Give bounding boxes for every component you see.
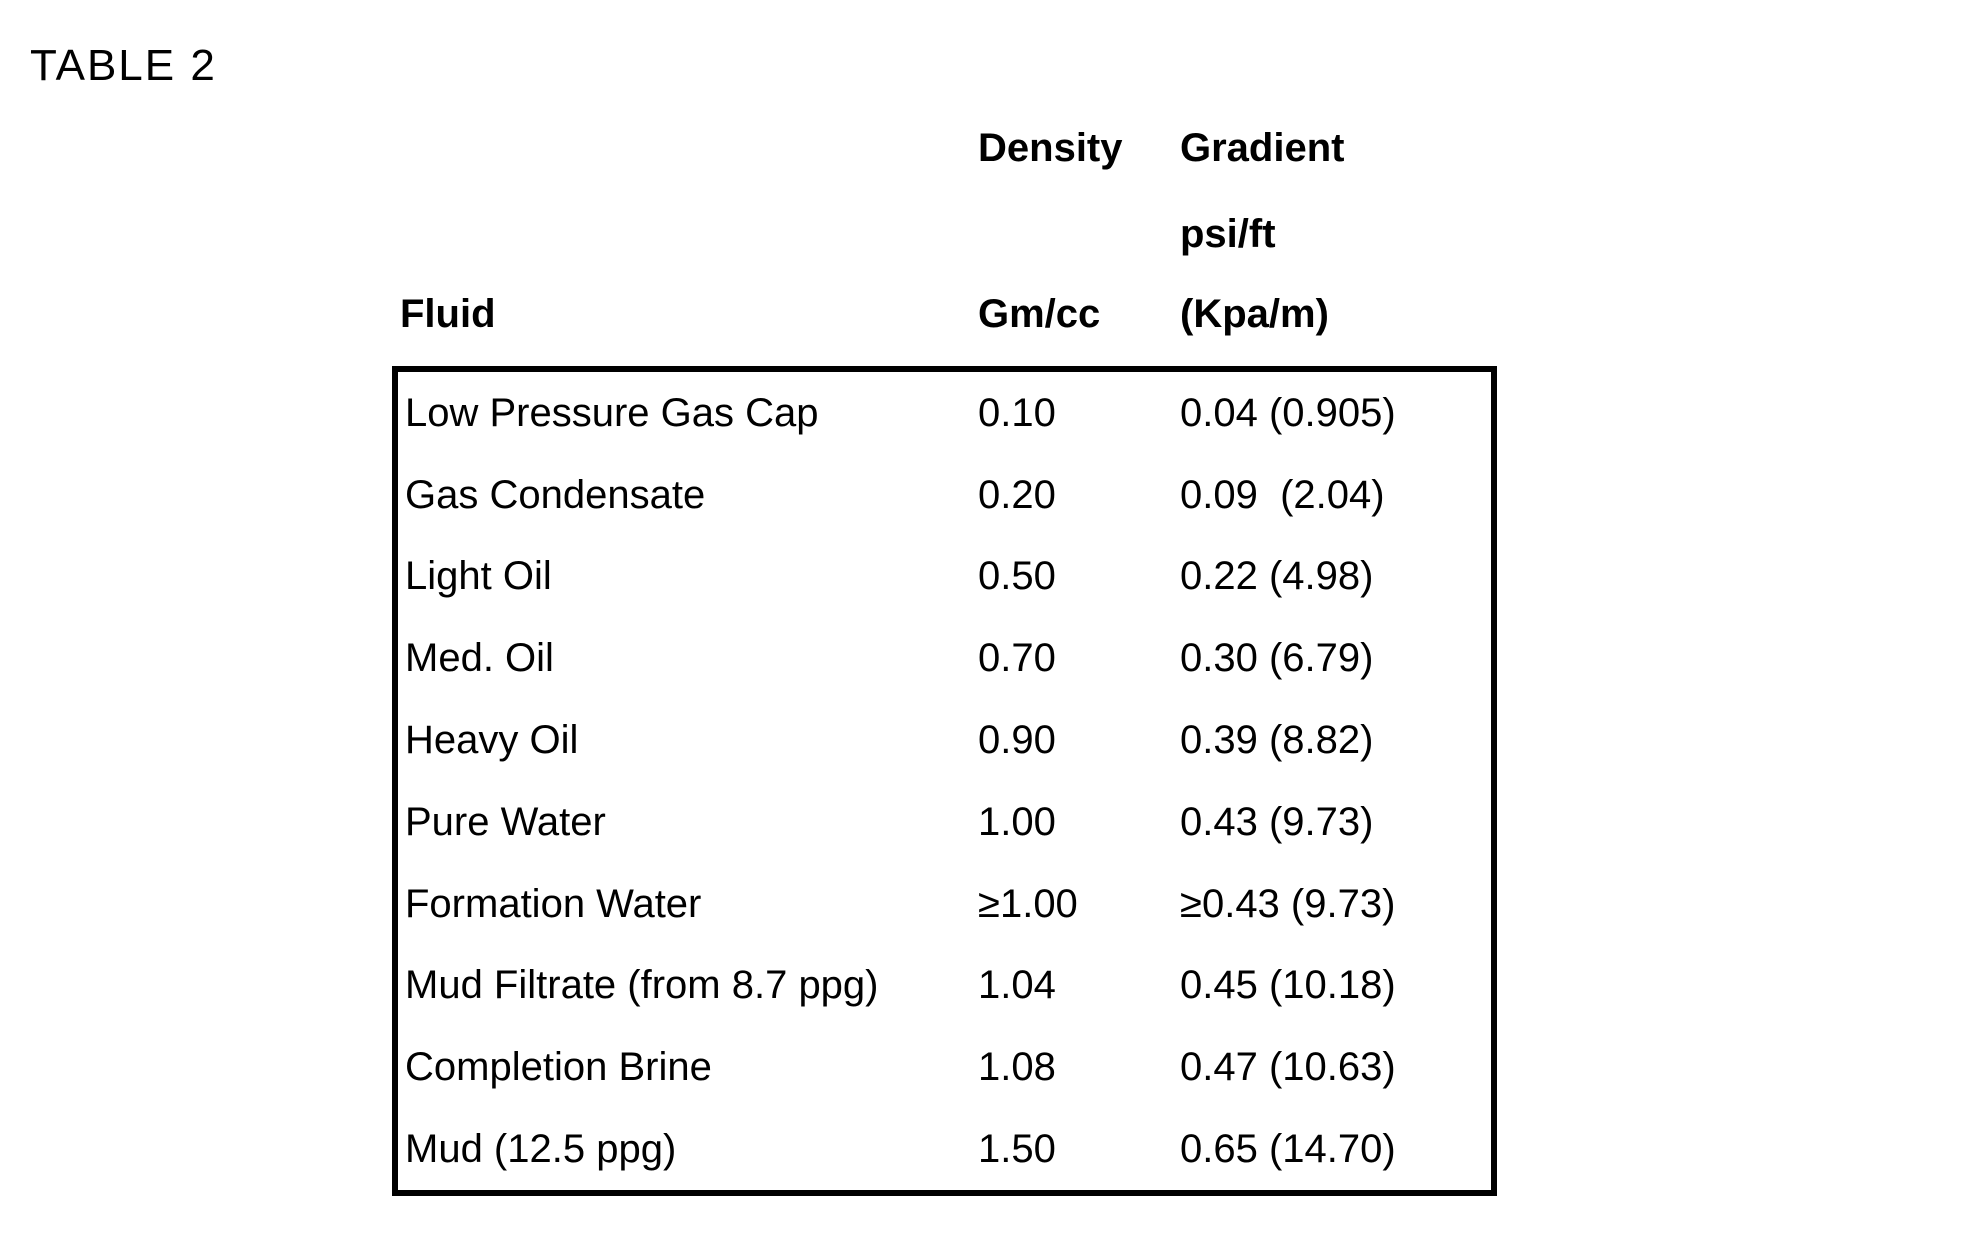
gradient-value-cell: ≥0.43 (9.73): [1180, 881, 1396, 926]
fluid-name-cell: Completion Brine: [405, 1045, 712, 1090]
fluid-name-cell: Mud Filtrate (from 8.7 ppg): [405, 963, 879, 1008]
table-row: Med. Oil 0.70 0.30 (6.79): [398, 617, 1491, 699]
table-row: Pure Water 1.00 0.43 (9.73): [398, 781, 1491, 863]
fluid-gradient-table: Low Pressure Gas Cap 0.10 0.04 (0.905) G…: [392, 366, 1497, 1196]
table-row: Light Oil 0.50 0.22 (4.98): [398, 536, 1491, 618]
gradient-value-cell: 0.65 (14.70): [1180, 1127, 1396, 1172]
fluid-name-cell: Pure Water: [405, 799, 606, 844]
table-title: TABLE 2: [30, 41, 217, 90]
column-header-density: Density: [978, 126, 1123, 170]
density-value-cell: 1.00: [978, 799, 1056, 844]
fluid-name-cell: Light Oil: [405, 554, 552, 599]
fluid-name-cell: Mud (12.5 ppg): [405, 1127, 677, 1172]
gradient-value-cell: 0.45 (10.18): [1180, 963, 1396, 1008]
column-header-gradient: Gradient: [1180, 126, 1345, 170]
table-row: Mud (12.5 ppg) 1.50 0.65 (14.70): [398, 1108, 1491, 1190]
density-value-cell: 1.50: [978, 1127, 1056, 1172]
column-header-fluid: Fluid: [400, 292, 496, 336]
density-value-cell: 1.04: [978, 963, 1056, 1008]
fluid-name-cell: Heavy Oil: [405, 718, 579, 763]
fluid-name-cell: Med. Oil: [405, 636, 554, 681]
density-value-cell: 0.20: [978, 472, 1056, 517]
gradient-value-cell: 0.22 (4.98): [1180, 554, 1374, 599]
density-value-cell: ≥1.00: [978, 881, 1078, 926]
column-header-gradient-unit-kpam: (Kpa/m): [1180, 292, 1329, 336]
fluid-name-cell: Formation Water: [405, 881, 702, 926]
gradient-value-cell: 0.04 (0.905): [1180, 390, 1396, 435]
gradient-value-cell: 0.39 (8.82): [1180, 718, 1374, 763]
density-value-cell: 0.90: [978, 718, 1056, 763]
gradient-value-cell: 0.30 (6.79): [1180, 636, 1374, 681]
gradient-value-cell: 0.09 (2.04): [1180, 472, 1385, 517]
density-value-cell: 0.70: [978, 636, 1056, 681]
gradient-value-cell: 0.43 (9.73): [1180, 799, 1374, 844]
table-row: Completion Brine 1.08 0.47 (10.63): [398, 1026, 1491, 1108]
table-row: Mud Filtrate (from 8.7 ppg) 1.04 0.45 (1…: [398, 945, 1491, 1027]
fluid-name-cell: Low Pressure Gas Cap: [405, 390, 819, 435]
column-header-gradient-unit-psift: psi/ft: [1180, 212, 1276, 256]
table-row: Heavy Oil 0.90 0.39 (8.82): [398, 699, 1491, 781]
gradient-value-cell: 0.47 (10.63): [1180, 1045, 1396, 1090]
density-value-cell: 0.10: [978, 390, 1056, 435]
column-header-density-unit: Gm/cc: [978, 292, 1101, 336]
density-value-cell: 1.08: [978, 1045, 1056, 1090]
table-row: Gas Condensate 0.20 0.09 (2.04): [398, 454, 1491, 536]
table-row: Formation Water ≥1.00 ≥0.43 (9.73): [398, 863, 1491, 945]
fluid-name-cell: Gas Condensate: [405, 472, 706, 517]
density-value-cell: 0.50: [978, 554, 1056, 599]
table-row: Low Pressure Gas Cap 0.10 0.04 (0.905): [398, 372, 1491, 454]
